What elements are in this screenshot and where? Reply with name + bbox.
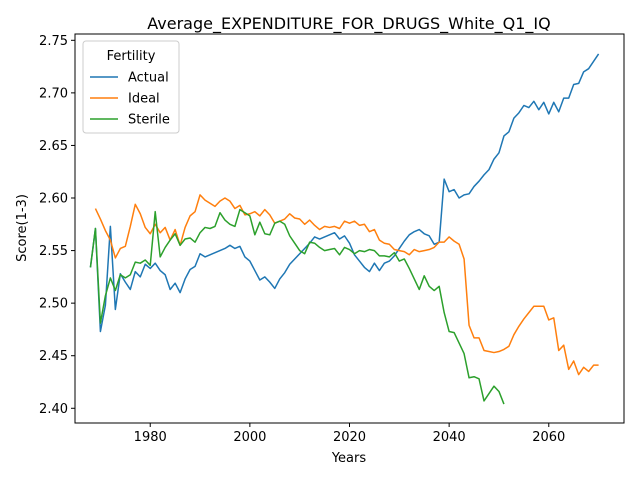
x-axis-label: Years bbox=[331, 451, 367, 466]
legend-box bbox=[82, 40, 180, 134]
legend-title: Fertility bbox=[107, 49, 156, 64]
y-tick-label: 2.55 bbox=[39, 244, 68, 259]
x-tick-label: 2000 bbox=[233, 430, 266, 445]
y-axis-label: Score(1-3) bbox=[15, 194, 30, 262]
y-tick-label: 2.75 bbox=[39, 34, 68, 49]
y-tick-label: 2.70 bbox=[39, 86, 68, 101]
legend-items: Actual Ideal Sterile bbox=[90, 71, 170, 128]
y-tick-label: 2.50 bbox=[39, 297, 68, 312]
x-tick-label: 2040 bbox=[433, 430, 466, 445]
x-tick-label: 1980 bbox=[134, 430, 167, 445]
x-tick-label: 2020 bbox=[333, 430, 366, 445]
series-line-sterile bbox=[89, 208, 505, 405]
series-layer bbox=[89, 53, 600, 405]
legend-label-ideal: Ideal bbox=[128, 92, 160, 107]
y-tick-label: 2.65 bbox=[39, 139, 68, 154]
plot-area bbox=[74, 33, 625, 424]
legend: Fertility Actual Ideal Sterile bbox=[82, 40, 180, 134]
chart-title: Average_EXPENDITURE_FOR_DRUGS_White_Q1_I… bbox=[147, 14, 550, 34]
y-tick-label: 2.60 bbox=[39, 192, 68, 207]
series-line-actual bbox=[89, 53, 600, 333]
x-tick-label: 2060 bbox=[532, 430, 565, 445]
y-tick-label: 2.45 bbox=[39, 349, 68, 364]
y-axis-ticks: 2.40 2.45 2.50 2.55 2.60 2.65 2.70 2.75 bbox=[39, 34, 75, 417]
legend-label-sterile: Sterile bbox=[128, 113, 170, 128]
x-axis-ticks: 1980 2000 2020 2040 2060 bbox=[134, 423, 565, 445]
y-tick-label: 2.40 bbox=[39, 402, 68, 417]
legend-label-actual: Actual bbox=[128, 71, 169, 86]
